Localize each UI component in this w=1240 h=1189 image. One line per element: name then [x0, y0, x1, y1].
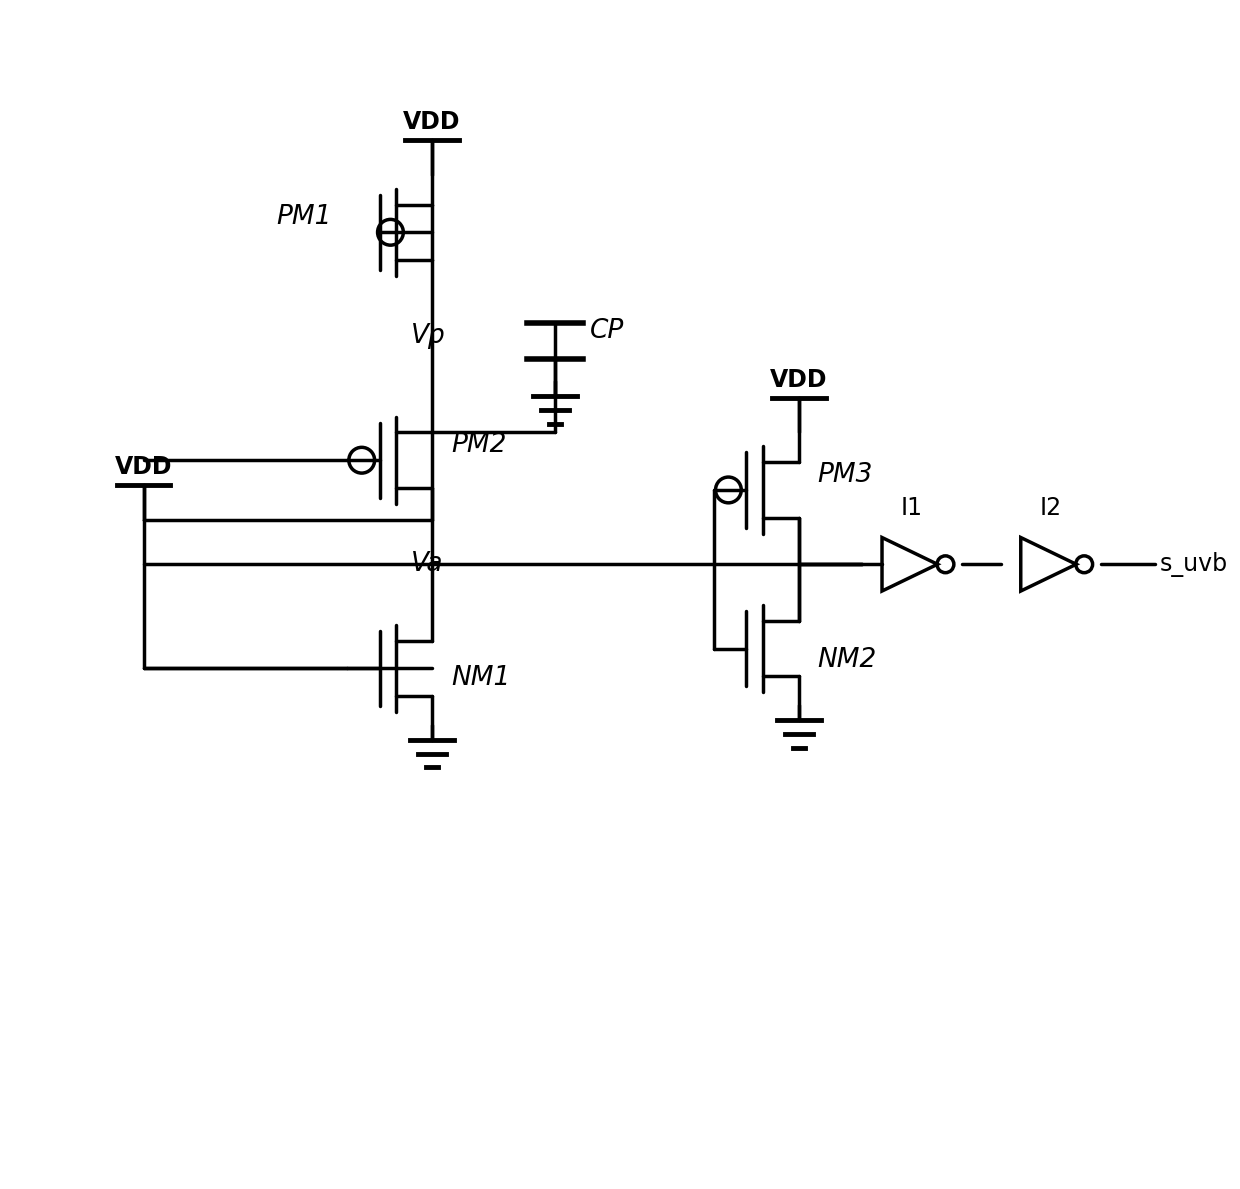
Text: PM2: PM2	[451, 433, 506, 458]
Text: VDD: VDD	[770, 367, 827, 392]
Text: s_uvb: s_uvb	[1159, 552, 1228, 577]
Text: VDD: VDD	[403, 111, 461, 134]
Text: CP: CP	[590, 319, 624, 345]
Text: NM1: NM1	[451, 665, 510, 691]
Text: NM2: NM2	[817, 647, 877, 673]
Text: VDD: VDD	[115, 455, 172, 479]
Text: Vp: Vp	[412, 323, 446, 350]
Text: I2: I2	[1039, 496, 1061, 520]
Text: PM1: PM1	[277, 205, 332, 231]
Text: Va: Va	[412, 552, 444, 578]
Text: I1: I1	[900, 496, 923, 520]
Text: PM3: PM3	[817, 463, 873, 487]
